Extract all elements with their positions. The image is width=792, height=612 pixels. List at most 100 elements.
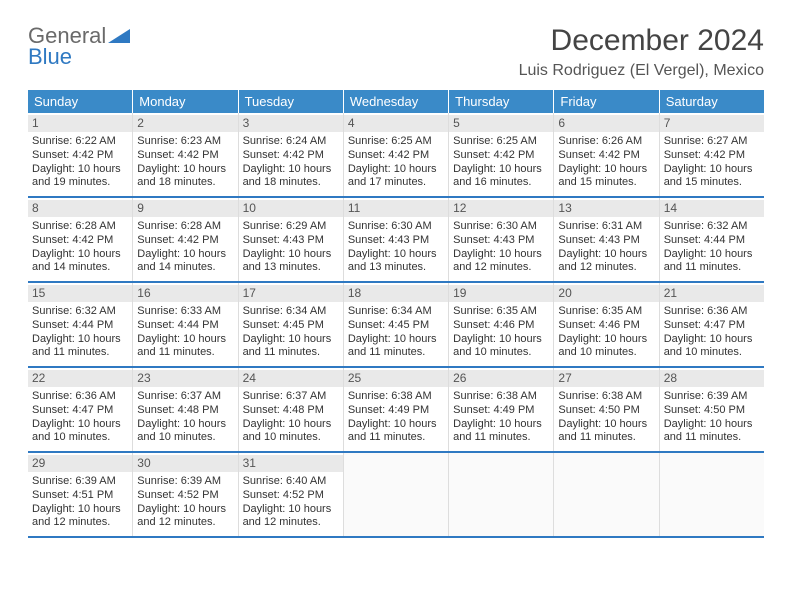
calendar-day-cell: 6 Sunrise: 6:26 AMSunset: 4:42 PMDaylight… [554, 113, 659, 196]
calendar-day-cell: 19Sunrise: 6:35 AMSunset: 4:46 PMDayligh… [449, 283, 554, 366]
day-daylight: Daylight: 10 hours and 11 minutes. [664, 418, 760, 446]
calendar-day-cell: 27Sunrise: 6:38 AMSunset: 4:50 PMDayligh… [554, 368, 659, 451]
day-number: 3 [239, 115, 343, 132]
day-number: 24 [239, 370, 343, 387]
day-number: 12 [449, 200, 553, 217]
calendar-day-cell: 30Sunrise: 6:39 AMSunset: 4:52 PMDayligh… [133, 453, 238, 536]
calendar-week-row: 15Sunrise: 6:32 AMSunset: 4:44 PMDayligh… [28, 283, 764, 368]
day-sunrise: Sunrise: 6:32 AM [664, 220, 760, 234]
calendar-week-row: 8Sunrise: 6:28 AMSunset: 4:42 PMDaylight… [28, 198, 764, 283]
calendar-day-cell: 14Sunrise: 6:32 AMSunset: 4:44 PMDayligh… [660, 198, 764, 281]
calendar-day-cell: 13Sunrise: 6:31 AMSunset: 4:43 PMDayligh… [554, 198, 659, 281]
day-daylight: Daylight: 10 hours and 12 minutes. [137, 503, 233, 531]
day-sunset: Sunset: 4:43 PM [558, 234, 654, 248]
calendar: SundayMondayTuesdayWednesdayThursdayFrid… [28, 90, 764, 538]
calendar-day-cell: 31Sunrise: 6:40 AMSunset: 4:52 PMDayligh… [239, 453, 344, 536]
logo-triangle-icon [108, 24, 130, 47]
day-daylight: Daylight: 10 hours and 14 minutes. [137, 248, 233, 276]
day-sunset: Sunset: 4:42 PM [558, 149, 654, 163]
calendar-week-row: 1Sunrise: 6:22 AMSunset: 4:42 PMDaylight… [28, 113, 764, 198]
day-daylight: Daylight: 10 hours and 11 minutes. [243, 333, 339, 361]
day-sunrise: Sunrise: 6:39 AM [137, 475, 233, 489]
day-sunrise: Sunrise: 6:25 AM [453, 135, 549, 149]
day-sunset: Sunset: 4:44 PM [137, 319, 233, 333]
calendar-header-cell: Friday [554, 90, 659, 113]
day-sunset: Sunset: 4:47 PM [664, 319, 760, 333]
day-number: 27 [554, 370, 658, 387]
day-sunset: Sunset: 4:51 PM [32, 489, 128, 503]
calendar-day-cell: 2Sunrise: 6:23 AMSunset: 4:42 PMDaylight… [133, 113, 238, 196]
day-sunrise: Sunrise: 6:38 AM [348, 390, 444, 404]
day-daylight: Daylight: 10 hours and 14 minutes. [32, 248, 128, 276]
calendar-header-row: SundayMondayTuesdayWednesdayThursdayFrid… [28, 90, 764, 113]
day-sunset: Sunset: 4:44 PM [32, 319, 128, 333]
day-number: 13 [554, 200, 658, 217]
calendar-day-cell: 25 Sunrise: 6:38 AMSunset: 4:49 PMDayligh… [344, 368, 449, 451]
day-sunset: Sunset: 4:49 PM [348, 404, 444, 418]
day-sunset: Sunset: 4:48 PM [243, 404, 339, 418]
calendar-day-cell: 18Sunrise: 6:34 AMSunset: 4:45 PMDayligh… [344, 283, 449, 366]
day-daylight: Daylight: 10 hours and 11 minutes. [453, 418, 549, 446]
day-sunset: Sunset: 4:45 PM [243, 319, 339, 333]
day-sunrise: Sunrise: 6:22 AM [32, 135, 128, 149]
day-sunrise: Sunrise: 6:28 AM [32, 220, 128, 234]
day-sunrise: Sunrise: 6:33 AM [137, 305, 233, 319]
day-number: 29 [28, 455, 132, 472]
day-daylight: Daylight: 10 hours and 15 minutes. [558, 163, 654, 191]
calendar-day-cell: 3Sunrise: 6:24 AMSunset: 4:42 PMDaylight… [239, 113, 344, 196]
day-number: 6 [554, 115, 658, 132]
day-sunrise: Sunrise: 6:37 AM [137, 390, 233, 404]
calendar-header-cell: Thursday [449, 90, 554, 113]
calendar-header-cell: Wednesday [344, 90, 449, 113]
calendar-day-cell: 5Sunrise: 6:25 AMSunset: 4:42 PMDaylight… [449, 113, 554, 196]
day-sunrise: Sunrise: 6:40 AM [243, 475, 339, 489]
day-number: 1 [28, 115, 132, 132]
calendar-day-cell [554, 453, 659, 536]
day-sunrise: Sunrise: 6:30 AM [453, 220, 549, 234]
day-daylight: Daylight: 10 hours and 11 minutes. [558, 418, 654, 446]
calendar-day-cell: 16Sunrise: 6:33 AMSunset: 4:44 PMDayligh… [133, 283, 238, 366]
day-number: 9 [133, 200, 237, 217]
day-number: 10 [239, 200, 343, 217]
calendar-day-cell: 23Sunrise: 6:37 AMSunset: 4:48 PMDayligh… [133, 368, 238, 451]
day-sunrise: Sunrise: 6:35 AM [453, 305, 549, 319]
calendar-day-cell: 29Sunrise: 6:39 AMSunset: 4:51 PMDayligh… [28, 453, 133, 536]
day-sunset: Sunset: 4:52 PM [243, 489, 339, 503]
calendar-day-cell [449, 453, 554, 536]
day-daylight: Daylight: 10 hours and 18 minutes. [137, 163, 233, 191]
logo: General Blue [28, 24, 130, 68]
day-daylight: Daylight: 10 hours and 10 minutes. [664, 333, 760, 361]
day-sunrise: Sunrise: 6:39 AM [664, 390, 760, 404]
day-sunrise: Sunrise: 6:26 AM [558, 135, 654, 149]
day-sunset: Sunset: 4:43 PM [243, 234, 339, 248]
calendar-day-cell: 8Sunrise: 6:28 AMSunset: 4:42 PMDaylight… [28, 198, 133, 281]
calendar-week-row: 22Sunrise: 6:36 AMSunset: 4:47 PMDayligh… [28, 368, 764, 453]
day-number: 15 [28, 285, 132, 302]
day-daylight: Daylight: 10 hours and 19 minutes. [32, 163, 128, 191]
day-sunrise: Sunrise: 6:24 AM [243, 135, 339, 149]
day-daylight: Daylight: 10 hours and 12 minutes. [243, 503, 339, 531]
calendar-day-cell: 10Sunrise: 6:29 AMSunset: 4:43 PMDayligh… [239, 198, 344, 281]
day-sunrise: Sunrise: 6:32 AM [32, 305, 128, 319]
day-sunset: Sunset: 4:46 PM [453, 319, 549, 333]
calendar-day-cell: 1Sunrise: 6:22 AMSunset: 4:42 PMDaylight… [28, 113, 133, 196]
day-number: 30 [133, 455, 237, 472]
day-sunrise: Sunrise: 6:38 AM [558, 390, 654, 404]
day-sunrise: Sunrise: 6:36 AM [664, 305, 760, 319]
day-number: 25 [344, 370, 448, 387]
day-daylight: Daylight: 10 hours and 10 minutes. [243, 418, 339, 446]
day-sunset: Sunset: 4:48 PM [137, 404, 233, 418]
calendar-day-cell: 28Sunrise: 6:39 AMSunset: 4:50 PMDayligh… [660, 368, 764, 451]
day-daylight: Daylight: 10 hours and 11 minutes. [137, 333, 233, 361]
day-sunrise: Sunrise: 6:34 AM [243, 305, 339, 319]
day-sunset: Sunset: 4:42 PM [137, 234, 233, 248]
day-daylight: Daylight: 10 hours and 11 minutes. [348, 418, 444, 446]
calendar-header-cell: Sunday [28, 90, 133, 113]
day-number: 14 [660, 200, 764, 217]
day-number: 23 [133, 370, 237, 387]
day-daylight: Daylight: 10 hours and 17 minutes. [348, 163, 444, 191]
calendar-day-cell: 15Sunrise: 6:32 AMSunset: 4:44 PMDayligh… [28, 283, 133, 366]
calendar-day-cell: 11Sunrise: 6:30 AMSunset: 4:43 PMDayligh… [344, 198, 449, 281]
day-number: 21 [660, 285, 764, 302]
calendar-day-cell: 26Sunrise: 6:38 AMSunset: 4:49 PMDayligh… [449, 368, 554, 451]
